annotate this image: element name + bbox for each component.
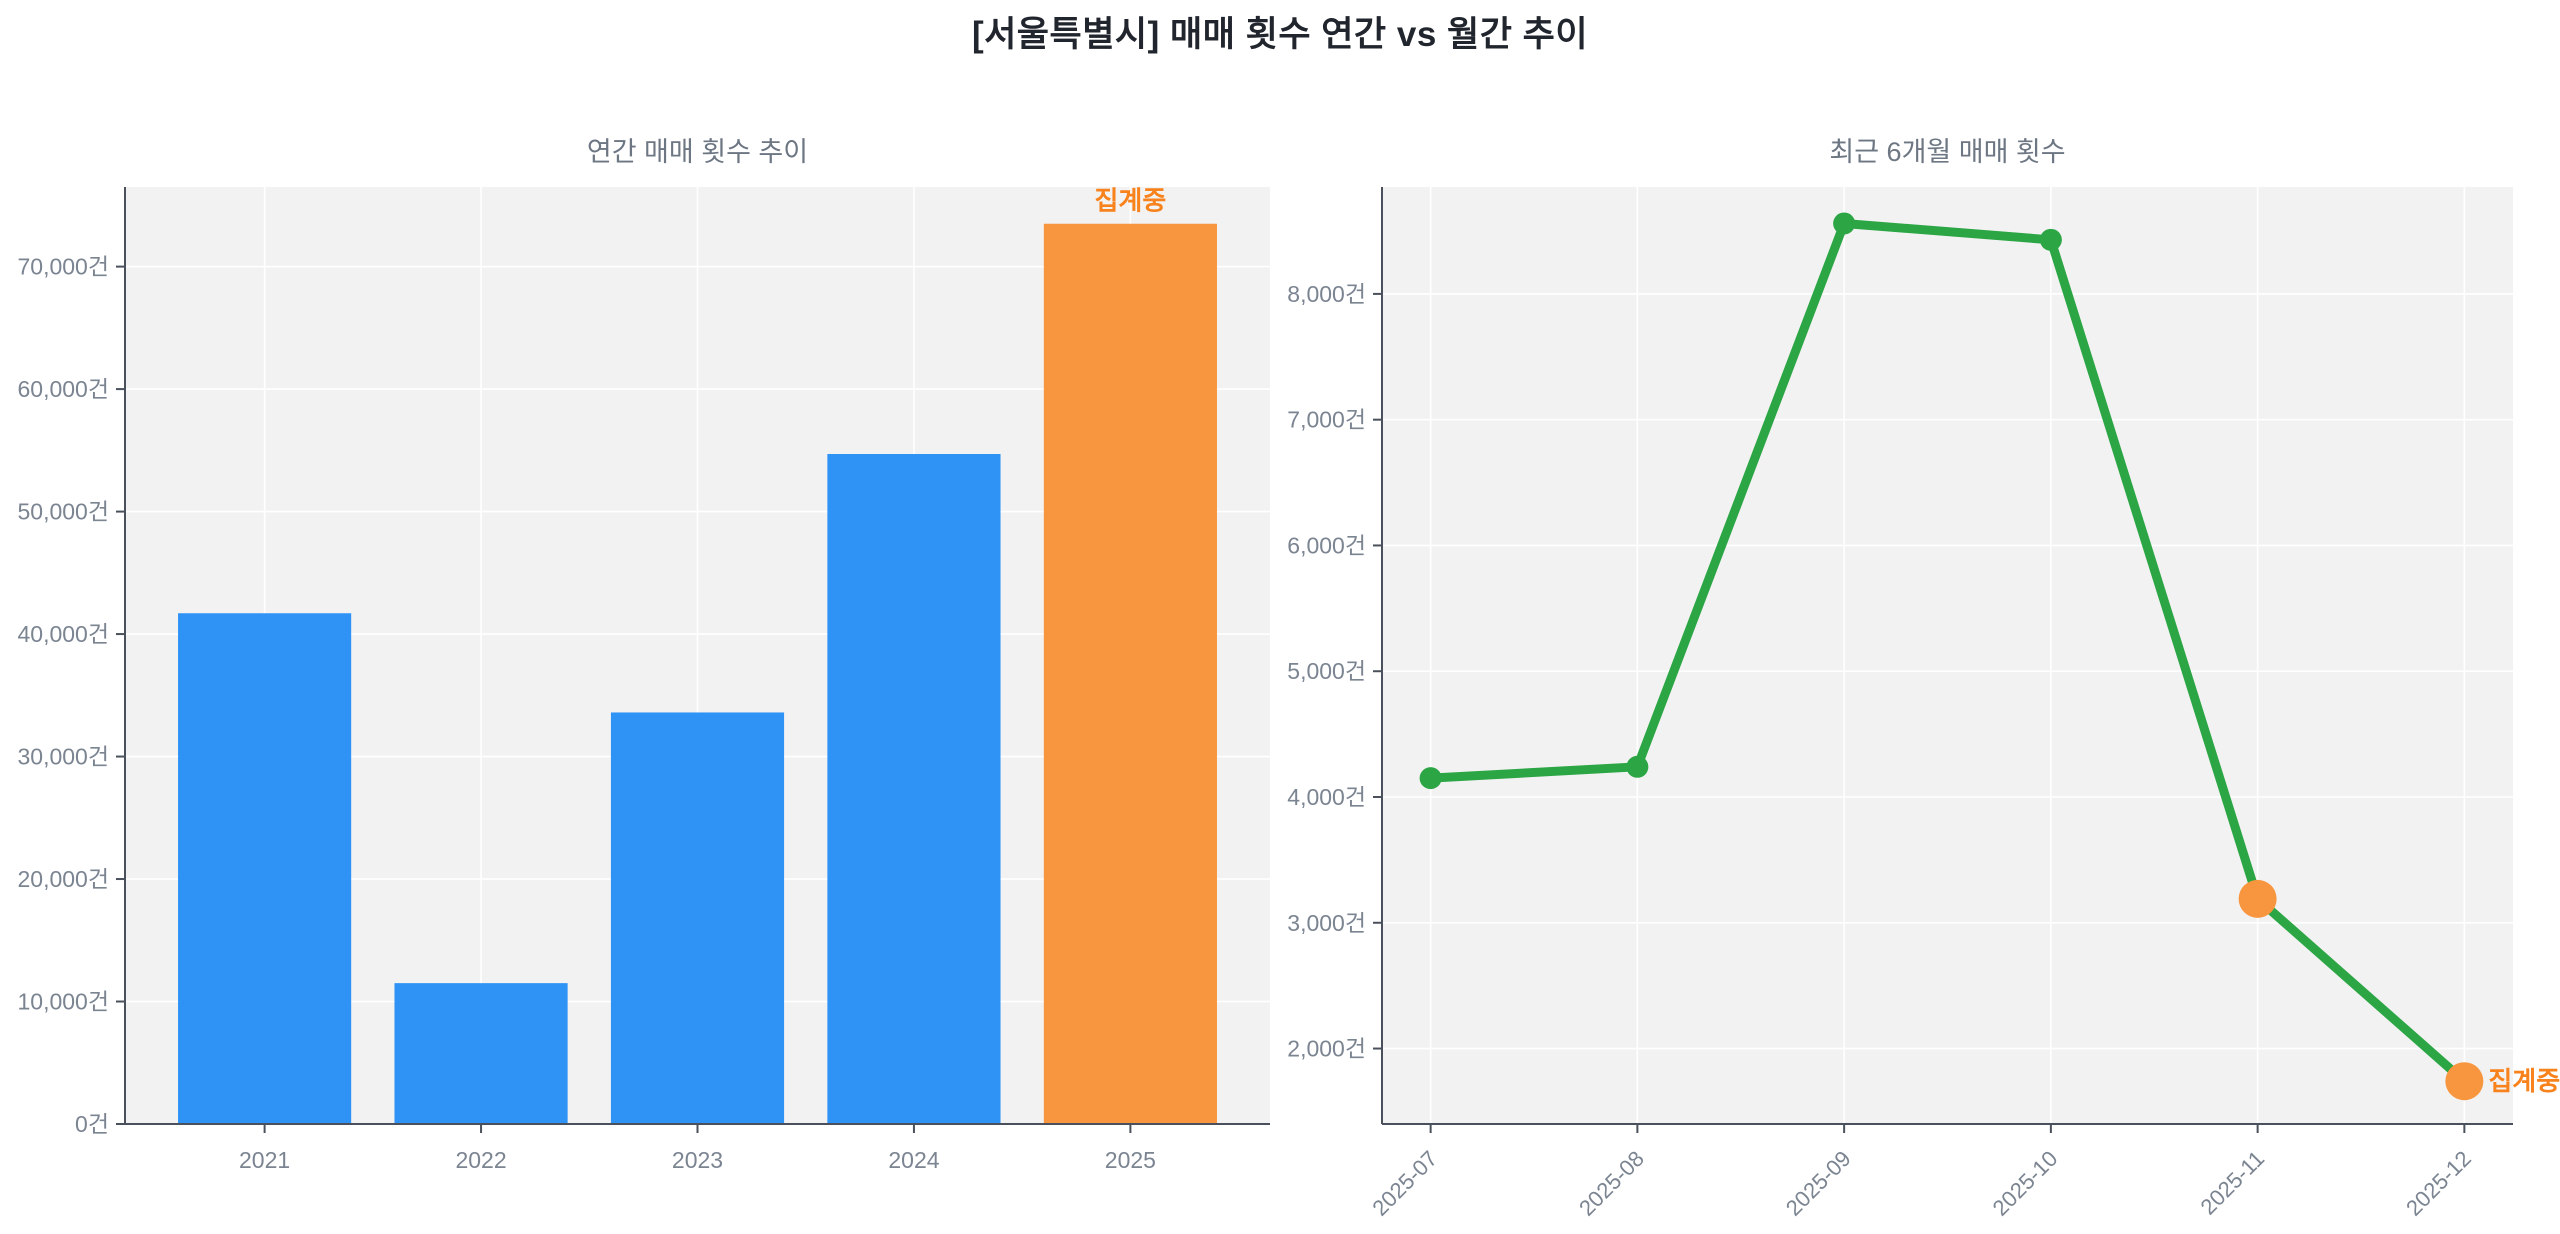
x-tick-label: 2025-11 (2196, 1146, 2270, 1220)
bar-2021 (178, 613, 352, 1124)
bar-2023 (610, 712, 785, 1124)
y-tick-label: 4,000건 (1287, 784, 1366, 810)
left-chart-title: 연간 매매 횟수 추이 (586, 137, 809, 167)
point-2025-07 (1419, 767, 1442, 790)
y-tick-label: 50,000건 (17, 499, 109, 525)
x-tick-label: 2025-08 (1574, 1146, 1649, 1221)
point-2025-08 (1626, 755, 1649, 778)
y-tick-label: 60,000건 (17, 376, 109, 402)
y-tick-label: 40,000건 (17, 621, 109, 647)
bar-2024 (827, 454, 1001, 1124)
bar-2025 (1043, 223, 1217, 1124)
bar-2022 (394, 983, 568, 1124)
x-tick-label: 2023 (672, 1147, 723, 1173)
x-tick-label: 2021 (239, 1147, 290, 1173)
y-tick-label: 70,000건 (17, 254, 109, 280)
y-tick-label: 20,000건 (17, 866, 109, 892)
y-tick-label: 3,000건 (1287, 910, 1366, 936)
point-2025-11 (2238, 879, 2277, 918)
point-2025-10 (2039, 228, 2062, 251)
point-2025-09 (1833, 212, 1856, 235)
y-tick-label: 2,000건 (1287, 1036, 1366, 1062)
y-tick-label: 10,000건 (17, 989, 109, 1015)
y-tick-label: 6,000건 (1287, 532, 1366, 558)
point-2025-12 (2445, 1062, 2484, 1101)
x-tick-label: 2025-07 (1367, 1146, 1442, 1221)
x-tick-label: 2022 (455, 1147, 506, 1173)
trend-line (1426, 218, 2469, 1086)
y-tick-label: 0건 (75, 1111, 109, 1137)
annotation-label: 집계중 (1095, 186, 1167, 216)
y-tick-label: 5,000건 (1287, 658, 1366, 684)
y-tick-label: 7,000건 (1287, 407, 1366, 433)
x-tick-label: 2024 (888, 1147, 939, 1173)
right-chart-title: 최근 6개월 매매 횟수 (1829, 137, 2066, 167)
y-tick-label: 30,000건 (17, 744, 109, 770)
x-tick-label: 2025 (1105, 1147, 1156, 1173)
x-tick-label: 2025-12 (2401, 1146, 2476, 1221)
x-tick-label: 2025-10 (1988, 1146, 2063, 1221)
y-tick-label: 8,000건 (1287, 281, 1366, 307)
x-tick-label: 2025-09 (1781, 1146, 1856, 1221)
annotation-label: 집계중 (2488, 1066, 2560, 1096)
plot-background (1382, 187, 2513, 1124)
figure-title: [서울특별시] 매매 횟수 연간 vs 월간 추이 (971, 15, 1589, 54)
